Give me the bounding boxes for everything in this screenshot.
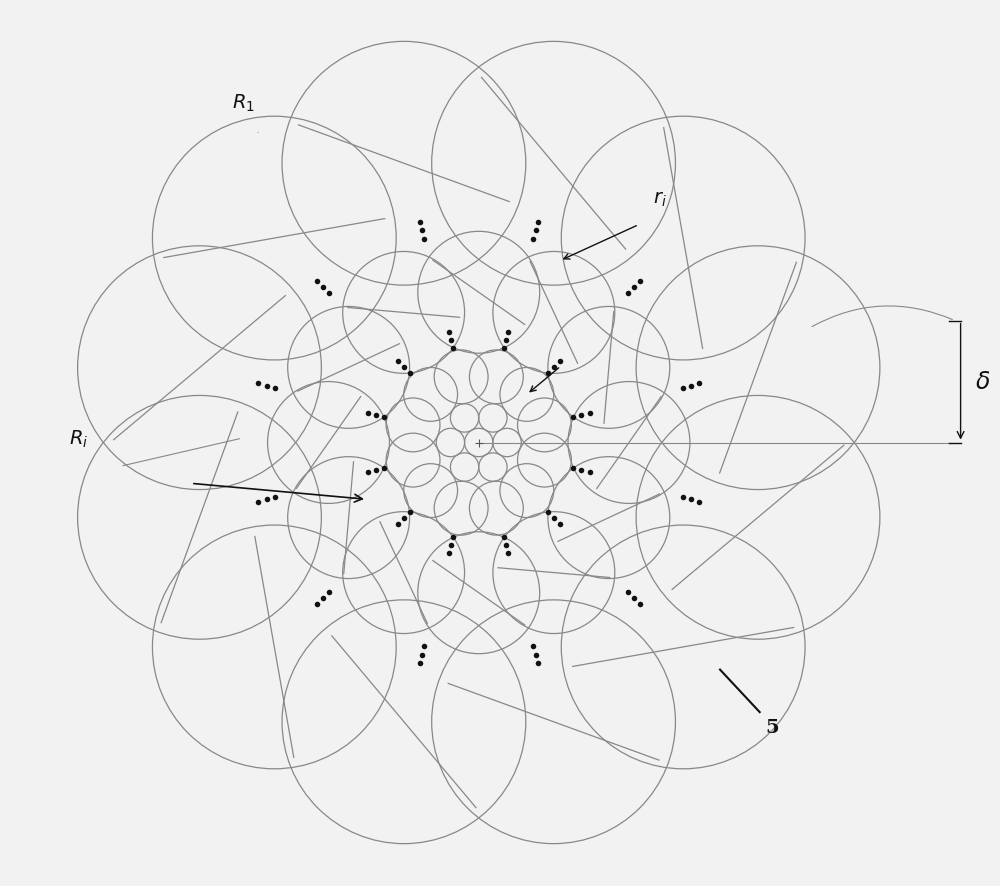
Text: $r_i$: $r_i$	[653, 190, 667, 208]
Text: $R_i$: $R_i$	[69, 429, 88, 450]
Text: $R_1$: $R_1$	[232, 93, 255, 114]
Text: $\delta$: $\delta$	[975, 370, 990, 393]
Text: 5: 5	[765, 718, 779, 736]
